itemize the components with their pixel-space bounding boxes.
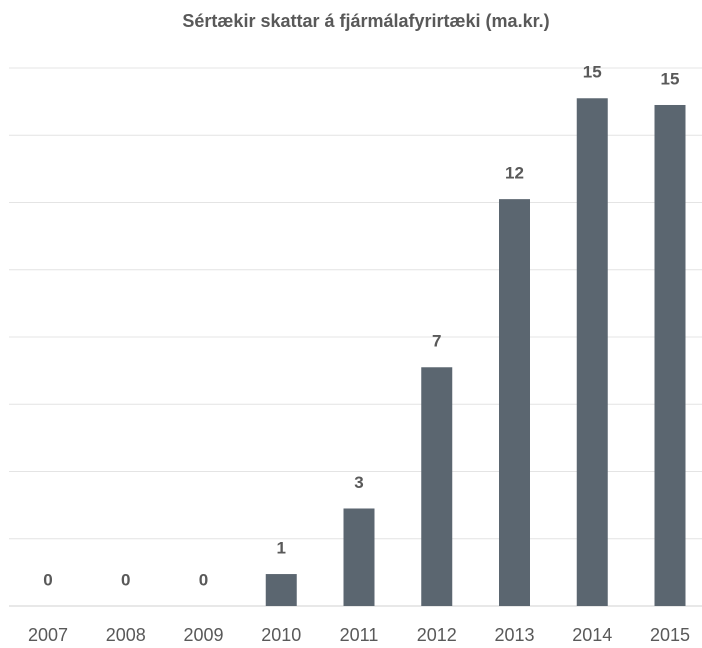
x-tick-label: 2009 (183, 625, 223, 645)
value-label: 1 (277, 539, 286, 558)
bar (421, 367, 453, 606)
value-label: 15 (583, 63, 602, 82)
bar (654, 104, 686, 607)
x-tick-label: 2014 (572, 625, 612, 645)
value-label: 0 (121, 570, 130, 589)
value-label: 0 (43, 570, 52, 589)
bar (499, 199, 530, 606)
value-label: 15 (661, 69, 680, 88)
bar (576, 98, 608, 606)
x-tick-label: 2015 (650, 625, 690, 645)
value-label: 7 (432, 332, 441, 351)
x-tick-label: 2008 (106, 625, 146, 645)
value-label: 0 (199, 570, 208, 589)
x-tick-label: 2011 (340, 625, 379, 645)
bar (343, 508, 375, 606)
x-tick-label: 2012 (417, 625, 457, 645)
value-label: 3 (354, 473, 363, 492)
chart-title: Sértækir skattar á fjármálafyrirtæki (ma… (182, 11, 549, 31)
bar (265, 574, 297, 606)
x-tick-label: 2010 (261, 625, 301, 645)
value-label: 12 (505, 164, 524, 183)
x-tick-label: 2013 (494, 625, 534, 645)
x-tick-label: 2007 (28, 625, 68, 645)
